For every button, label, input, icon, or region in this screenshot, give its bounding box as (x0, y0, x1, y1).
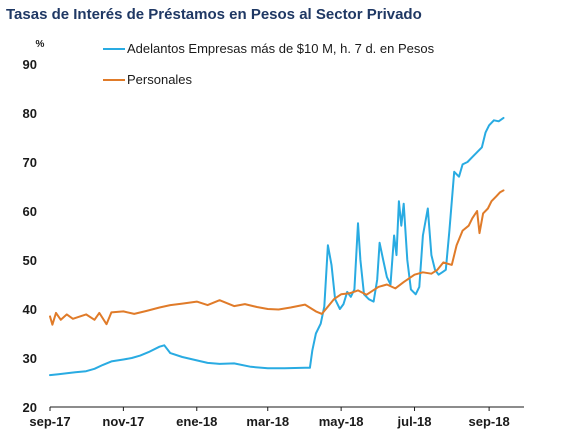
x-tick-label: jul-18 (397, 414, 432, 429)
x-tick-label: nov-17 (102, 414, 144, 429)
series-line-1 (49, 116, 505, 377)
legend-label-1: Adelantos Empresas más de $10 M, h. 7 d.… (127, 41, 435, 56)
y-tick-label: 60 (23, 204, 37, 219)
chart-title: Tasas de Interés de Préstamos en Pesos a… (6, 6, 422, 23)
y-tick-label: 90 (23, 57, 37, 72)
x-tick-label: mar-18 (246, 414, 289, 429)
x-tick-label: ene-18 (176, 414, 217, 429)
x-axis: sep-17 nov-17 ene-18 mar-18 may-18 jul-18 sep-… (29, 406, 524, 429)
y-axis-unit-label: % (36, 39, 45, 50)
x-tick-label: sep-17 (29, 414, 70, 429)
legend-label-2: Personales (127, 72, 193, 87)
y-tick-label: 70 (23, 155, 37, 170)
y-tick-label: 20 (23, 400, 37, 415)
series-line-2 (49, 189, 505, 326)
y-tick-label: 40 (23, 302, 37, 317)
y-tick-label: 30 (23, 351, 37, 366)
x-tick-label: may-18 (319, 414, 364, 429)
legend: Adelantos Empresas más de $10 M, h. 7 d.… (103, 41, 435, 87)
x-tick-label: sep-18 (469, 414, 510, 429)
series-group (49, 116, 505, 377)
y-axis: 20 30 40 50 60 70 80 90 (23, 57, 37, 415)
y-tick-label: 80 (23, 106, 37, 121)
y-tick-label: 50 (23, 253, 37, 268)
